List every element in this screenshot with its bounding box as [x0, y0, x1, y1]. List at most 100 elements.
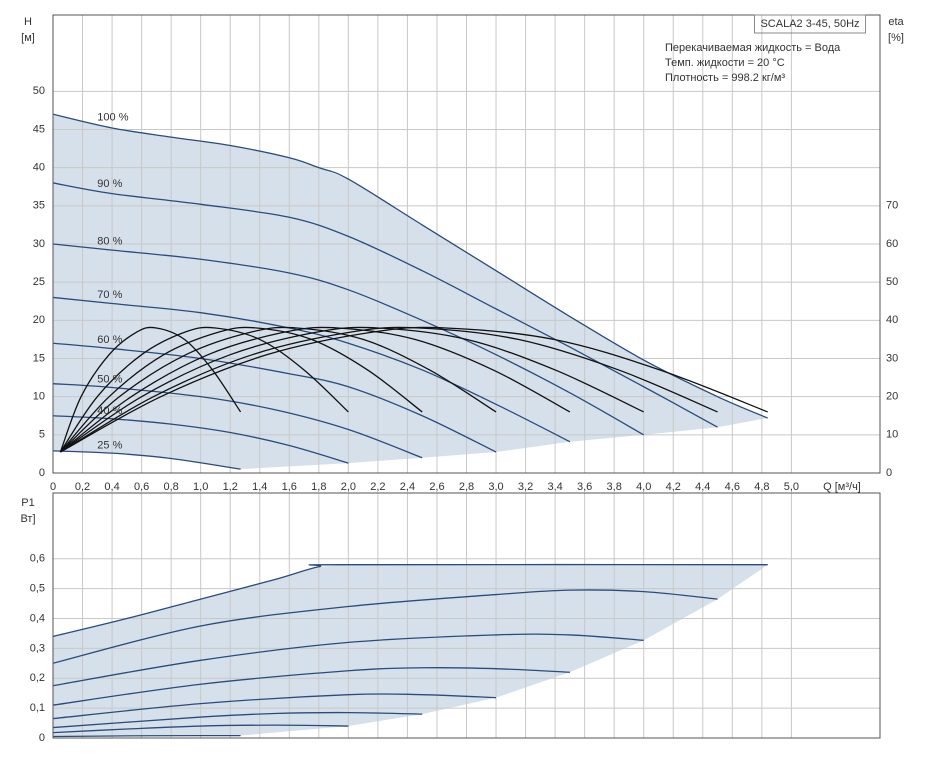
y2-tick-label: 0 [886, 467, 892, 479]
curve-label: 25 % [97, 439, 122, 451]
curve [53, 693, 497, 720]
efficiency-curve [60, 326, 718, 453]
y2-tick-label: 70 [886, 200, 898, 212]
annotation: Перекачиваемая жидкость = Вода [665, 42, 841, 54]
curve [53, 563, 768, 638]
x-tick-label: 0 [50, 481, 56, 493]
y2-tick-label: 60 [886, 238, 898, 250]
efficiency-curve [59, 326, 423, 453]
plot-frame [52, 14, 881, 474]
x-tick-label: 3,6 [577, 481, 592, 493]
curve-label: 50 % [97, 373, 122, 385]
x-label: Q [м³/ч] [823, 481, 861, 493]
curve [53, 633, 644, 687]
y-tick-label: 0,6 [30, 553, 45, 565]
y2-tick-label: 20 [886, 391, 898, 403]
efficiency-curve [60, 326, 768, 453]
curve-label: 90 % [97, 178, 122, 190]
y2-label: eta [888, 16, 904, 28]
x-tick-label: 1,6 [282, 481, 297, 493]
curve [53, 724, 349, 734]
y-tick-label: 40 [33, 162, 45, 174]
y2-tick-label: 50 [886, 276, 898, 288]
y2-tick-label: 30 [886, 352, 898, 364]
x-tick-label: 1,2 [223, 481, 238, 493]
x-tick-label: 1,8 [311, 481, 326, 493]
curve [53, 113, 769, 419]
curve [53, 243, 645, 436]
y-tick-label: 10 [33, 391, 45, 403]
x-tick-label: 5,0 [784, 481, 799, 493]
title-box [753, 14, 867, 34]
x-tick-label: 1,4 [252, 481, 267, 493]
x-tick-label: 4,6 [725, 481, 740, 493]
y-label: P1 [21, 497, 34, 509]
y2-tick-label: 40 [886, 314, 898, 326]
chart-title: SCALA2 3-45, 50Hz [760, 18, 859, 30]
y-tick-label: 0,3 [30, 642, 45, 654]
operating-area [53, 114, 768, 470]
y-tick-label: 50 [33, 85, 45, 97]
efficiency-curve [59, 326, 242, 453]
y2-unit: [%] [888, 32, 904, 44]
x-tick-label: 2,0 [341, 481, 356, 493]
y-unit: Вт] [20, 513, 35, 525]
curve [53, 296, 571, 443]
x-tick-label: 2,8 [459, 481, 474, 493]
curve-label: 80 % [97, 235, 122, 247]
series-group [53, 563, 768, 738]
x-tick-label: 2,2 [370, 481, 385, 493]
curve [53, 734, 241, 738]
y-tick-label: 0 [39, 467, 45, 479]
operating-area [53, 564, 768, 737]
x-tick-label: 3,8 [607, 481, 622, 493]
curve-label: 100 % [97, 111, 128, 123]
x-tick-label: 2,6 [429, 481, 444, 493]
efficiency-curve [59, 326, 497, 453]
x-tick-label: 1,0 [193, 481, 208, 493]
y-tick-label: 35 [33, 200, 45, 212]
series-group [53, 113, 769, 470]
curve [53, 342, 497, 453]
x-tick-label: 2,4 [400, 481, 415, 493]
curve-label: 60 % [97, 334, 122, 346]
annotation: Темп. жидкости = 20 °C [665, 57, 785, 69]
efficiency-curve [59, 326, 571, 453]
curve [53, 667, 570, 706]
curve-label: 40 % [97, 405, 122, 417]
y-tick-label: 0 [39, 732, 45, 744]
curve [53, 182, 718, 428]
y-tick-label: 0,4 [30, 612, 45, 624]
x-tick-label: 0,2 [75, 481, 90, 493]
x-tick-label: 3,2 [518, 481, 533, 493]
y-unit: [м] [21, 32, 35, 44]
x-tick-label: 0,8 [163, 481, 178, 493]
x-tick-label: 4,8 [754, 481, 769, 493]
y-tick-label: 20 [33, 314, 45, 326]
x-tick-label: 4,4 [695, 481, 710, 493]
efficiency-curve [59, 326, 349, 453]
y-tick-label: 45 [33, 123, 45, 135]
y-tick-label: 5 [39, 429, 45, 441]
y-label: H [24, 16, 32, 28]
efficiency-curve [60, 326, 644, 453]
annotation: Плотность = 998.2 кг/м³ [665, 72, 785, 84]
x-tick-label: 3,0 [488, 481, 503, 493]
x-tick-label: 0,6 [134, 481, 149, 493]
x-tick-label: 4,0 [636, 481, 651, 493]
curve [53, 383, 423, 459]
y2-tick-label: 10 [886, 429, 898, 441]
curve [53, 711, 423, 729]
y-tick-label: 15 [33, 352, 45, 364]
curve-label: 70 % [97, 289, 122, 301]
curve [53, 589, 718, 664]
y-tick-label: 25 [33, 276, 45, 288]
x-tick-label: 0,4 [104, 481, 119, 493]
plot-frame [52, 492, 881, 739]
y-tick-label: 0,5 [30, 583, 45, 595]
y-tick-label: 30 [33, 238, 45, 250]
x-tick-label: 4,2 [666, 481, 681, 493]
y-tick-label: 0,1 [30, 702, 45, 714]
